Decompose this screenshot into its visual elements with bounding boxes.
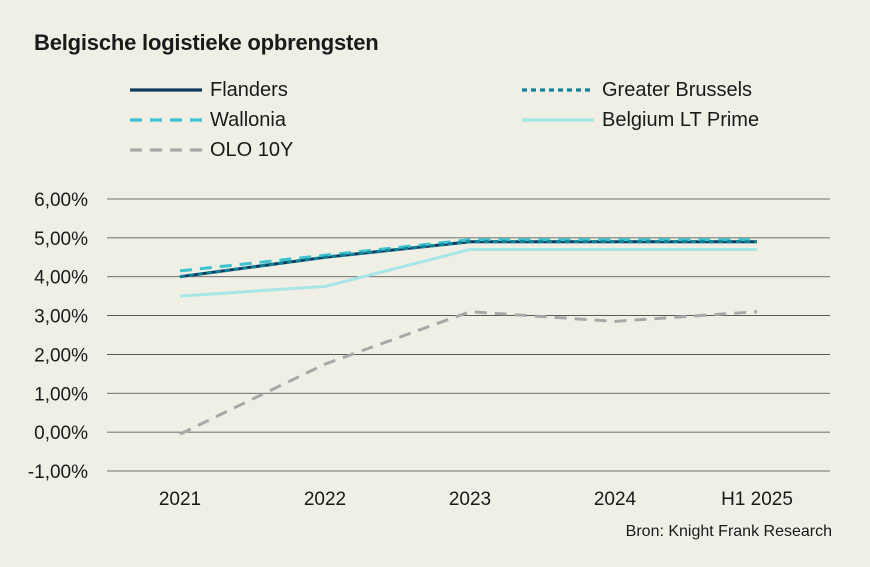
legend-swatch	[130, 118, 202, 122]
legend-item: OLO 10Y	[128, 138, 293, 162]
x-tick-label: 2023	[449, 489, 491, 510]
x-tick-label: 2024	[594, 489, 637, 510]
legend-label: Flanders	[210, 78, 288, 101]
y-tick-label: 4,00%	[34, 268, 88, 289]
y-tick-label: 2,00%	[34, 345, 88, 366]
series-line-greater-brussels	[179, 240, 757, 279]
legend-item: Greater Brussels	[520, 78, 752, 102]
series-line-olo-10y	[179, 310, 758, 436]
y-tick-label: 5,00%	[34, 229, 88, 250]
legend-label: Wallonia	[210, 108, 286, 131]
legend-item: Flanders	[128, 78, 288, 102]
legend-label: Greater Brussels	[602, 78, 753, 101]
y-tick-label: 3,00%	[34, 307, 88, 328]
y-tick-label: 0,00%	[34, 423, 88, 444]
legend-label: OLO 10Y	[210, 138, 294, 161]
y-tick-label: -1,00%	[28, 462, 88, 483]
legend-swatch	[130, 88, 202, 92]
x-tick-label: 2022	[304, 489, 346, 510]
series-line-belgium-lt-prime	[179, 248, 757, 298]
x-tick-label: H1 2025	[721, 489, 793, 510]
y-tick-label: 6,00%	[34, 190, 88, 211]
legend-swatch	[522, 118, 594, 122]
chart-title: Belgische logistieke opbrengsten	[34, 30, 379, 55]
legend-swatch	[522, 88, 594, 92]
series-line-flanders	[179, 240, 757, 279]
series-line-wallonia	[179, 238, 757, 273]
legend-label: Belgium LT Prime	[602, 108, 760, 131]
source-note: Bron: Knight Frank Research	[625, 523, 832, 540]
legend-item: Wallonia	[128, 108, 286, 132]
legend-swatch	[130, 148, 202, 152]
y-tick-label: 1,00%	[34, 384, 88, 405]
legend-item: Belgium LT Prime	[520, 108, 759, 132]
x-tick-label: 2021	[159, 489, 201, 510]
